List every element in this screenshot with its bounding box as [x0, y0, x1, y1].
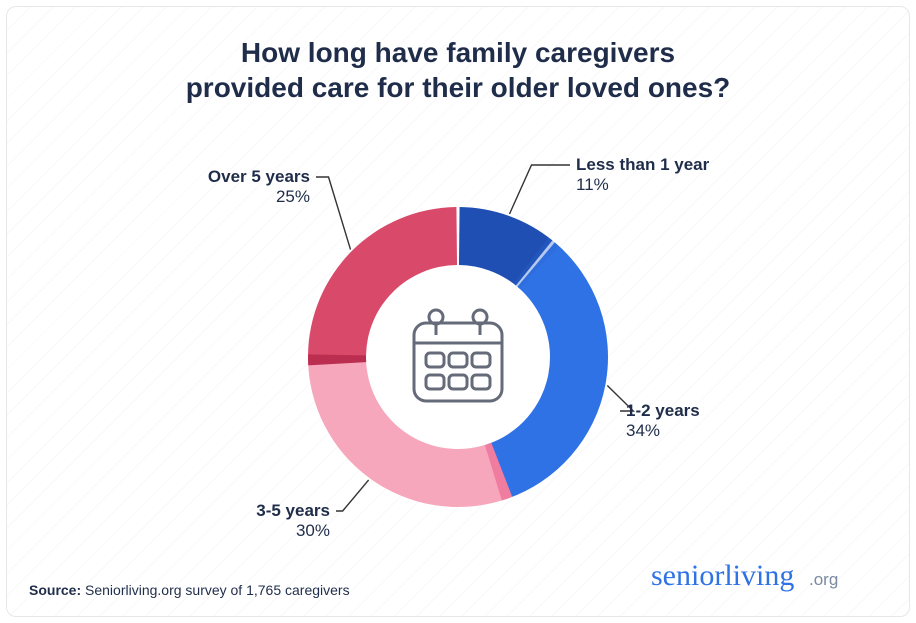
- brand-logo: seniorliving .org: [651, 553, 881, 602]
- chart-title: How long have family caregivers provided…: [7, 35, 909, 105]
- donut-hole: [367, 266, 549, 448]
- segment-name: 1-2 years: [626, 401, 700, 421]
- source-citation: Source: Seniorliving.org survey of 1,765…: [29, 582, 350, 598]
- segment-label-o5: Over 5 years 25%: [140, 167, 310, 208]
- seniorliving-logo: seniorliving .org: [651, 553, 881, 597]
- segment-label-lt1: Less than 1 year 11%: [576, 155, 709, 196]
- source-text: Seniorliving.org survey of 1,765 caregiv…: [85, 582, 350, 598]
- donut-svg: [198, 157, 718, 557]
- brand-script: seniorliving: [651, 559, 794, 592]
- segment-name: Less than 1 year: [576, 155, 709, 175]
- infographic-card: How long have family caregivers provided…: [6, 6, 910, 617]
- segment-value: 30%: [160, 521, 330, 541]
- segment-label-y35: 3-5 years 30%: [160, 501, 330, 542]
- segment-name: Over 5 years: [140, 167, 310, 187]
- title-line-2: provided care for their older loved ones…: [186, 72, 731, 103]
- leader-line: [316, 177, 351, 250]
- leader-line: [509, 165, 570, 214]
- source-label: Source:: [29, 582, 81, 598]
- title-line-1: How long have family caregivers: [241, 37, 675, 68]
- brand-suffix: .org: [809, 570, 838, 589]
- leader-line: [336, 480, 369, 511]
- segment-label-y12: 1-2 years 34%: [626, 401, 700, 442]
- segment-name: 3-5 years: [160, 501, 330, 521]
- segment-value: 25%: [140, 187, 310, 207]
- segment-value: 11%: [576, 175, 709, 195]
- segment-value: 34%: [626, 421, 700, 441]
- donut-chart: Less than 1 year 11%1-2 years 34%3-5 yea…: [198, 157, 718, 557]
